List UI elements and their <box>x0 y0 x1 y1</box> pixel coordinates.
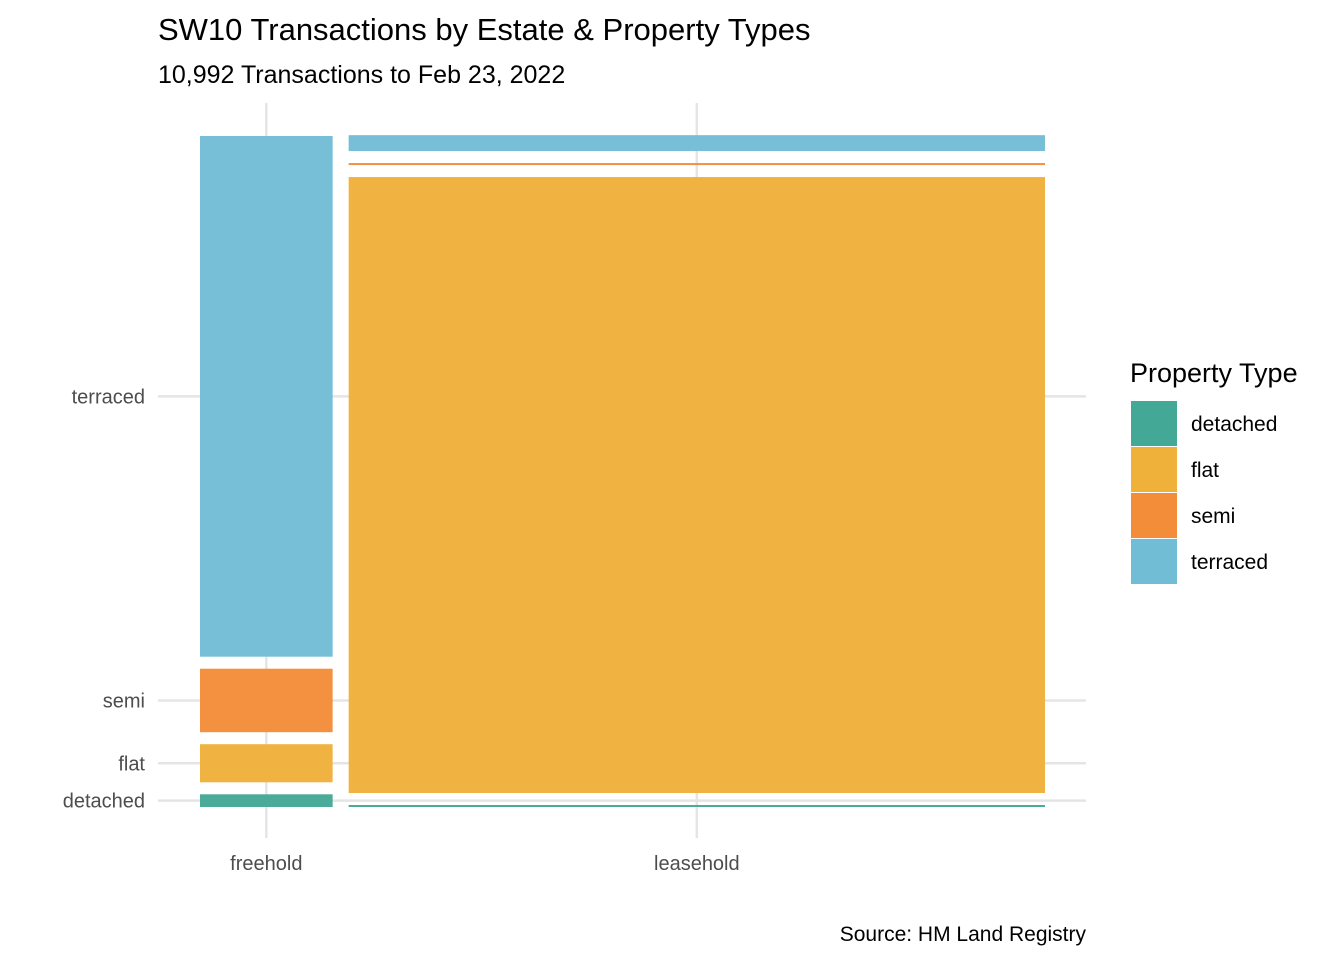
x-tick-freehold: freehold <box>230 853 302 875</box>
legend-label-semi: semi <box>1191 505 1235 528</box>
legend-swatch-detached <box>1131 401 1177 446</box>
y-tick-terraced: terraced <box>72 386 145 408</box>
legend-title: Property Type <box>1130 358 1298 388</box>
tile-leasehold-semi <box>348 163 1045 166</box>
x-axis-tick-labels: freehold leasehold <box>230 853 739 875</box>
tile-freehold-semi <box>200 668 333 733</box>
source-caption: Source: HM Land Registry <box>840 923 1087 946</box>
chart-title: SW10 Transactions by Estate & Property T… <box>158 12 810 47</box>
legend-swatch-semi <box>1131 493 1177 538</box>
legend: Property Type detached flat semi terraced <box>1130 358 1298 584</box>
tile-leasehold-flat <box>348 177 1045 794</box>
tile-leasehold-terraced <box>348 135 1045 152</box>
tile-leasehold-detached <box>348 805 1045 807</box>
y-tick-detached: detached <box>63 791 145 813</box>
chart-subtitle: 10,992 Transactions to Feb 23, 2022 <box>158 61 565 89</box>
legend-label-detached: detached <box>1191 413 1277 436</box>
legend-swatch-flat <box>1131 447 1177 492</box>
y-tick-semi: semi <box>103 690 145 712</box>
tile-freehold-detached <box>200 794 333 807</box>
legend-label-terraced: terraced <box>1191 551 1268 574</box>
x-tick-leasehold: leasehold <box>654 853 740 875</box>
tile-freehold-flat <box>200 744 333 783</box>
legend-swatch-terraced <box>1131 539 1177 584</box>
y-axis-tick-labels: detached flat semi terraced <box>63 386 146 812</box>
legend-label-flat: flat <box>1191 459 1219 482</box>
mosaic-tiles <box>200 135 1045 807</box>
y-tick-flat: flat <box>118 753 145 775</box>
tile-freehold-terraced <box>200 136 333 657</box>
legend-items: detached flat semi terraced <box>1131 401 1277 584</box>
